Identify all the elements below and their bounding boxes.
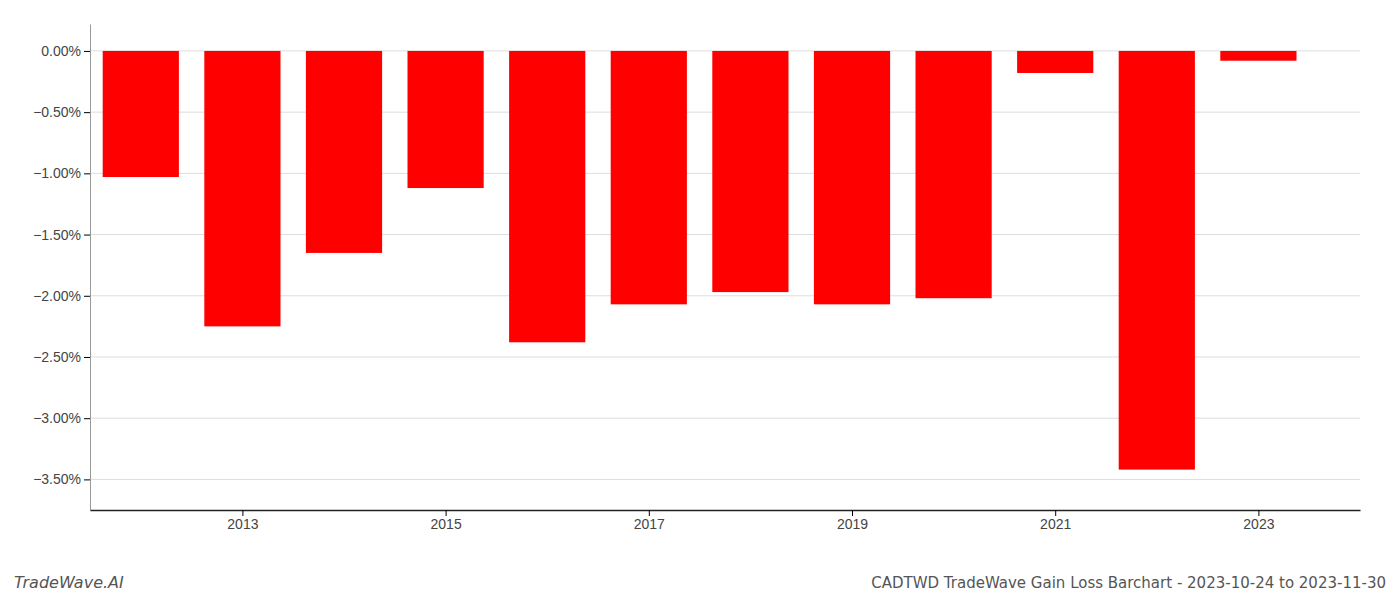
x-tick: 2013 (227, 510, 258, 532)
y-tick: −2.00% (33, 288, 90, 304)
plot-area: 0.00% −0.50% −1.00% −1.50% −2.00% −2.50% −3.00… (33, 25, 1360, 532)
y-tick-label: −1.00% (33, 165, 81, 181)
x-tick-label: 2023 (1243, 516, 1274, 532)
bar (408, 51, 484, 188)
y-tick-mark (84, 479, 90, 480)
x-tick: 2017 (634, 510, 665, 532)
x-tick-label: 2015 (431, 516, 462, 532)
y-tick: −1.50% (33, 227, 90, 243)
y-tick-mark (84, 235, 90, 236)
y-tick-label: 0.00% (41, 43, 81, 59)
y-tick: −2.50% (33, 349, 90, 365)
y-tick-label: −2.50% (33, 349, 81, 365)
y-tick-mark (84, 112, 90, 113)
y-axis: 0.00% −0.50% −1.00% −1.50% −2.00% −2.50% −3.00… (33, 25, 90, 511)
bar (712, 51, 788, 292)
x-tick: 2021 (1040, 510, 1071, 532)
y-tick-label: −2.00% (33, 288, 81, 304)
y-tick: −1.00% (33, 165, 90, 181)
y-tick: −3.00% (33, 410, 90, 426)
x-axis: 2013 2015 2017 2019 2021 2023 (91, 510, 1361, 532)
title: CADTWD TradeWave Gain Loss Barchart - 20… (871, 574, 1386, 592)
x-tick-label: 2019 (837, 516, 868, 532)
x-tick: 2019 (837, 510, 868, 532)
y-tick-label: −3.50% (33, 471, 81, 487)
y-tick-mark (84, 418, 90, 419)
y-tick: −3.50% (33, 471, 90, 487)
x-axis-line (91, 510, 1361, 512)
y-tick-label: −0.50% (33, 104, 81, 120)
y-tick-mark (84, 296, 90, 297)
bar (611, 51, 687, 304)
watermark: TradeWave.AI (14, 573, 124, 592)
y-tick: 0.00% (41, 43, 90, 59)
bar (916, 51, 992, 298)
bar (103, 51, 179, 177)
y-axis-line (90, 25, 91, 511)
bar (1220, 51, 1296, 61)
y-tick-label: −3.00% (33, 410, 81, 426)
x-tick: 2015 (431, 510, 462, 532)
x-tick-label: 2021 (1040, 516, 1071, 532)
x-tick-label: 2013 (227, 516, 258, 532)
grid (90, 51, 1360, 479)
chart-svg: 0.00% −0.50% −1.00% −1.50% −2.00% −2.50% −3.00… (0, 0, 1400, 600)
y-tick-mark (84, 357, 90, 358)
bar (306, 51, 382, 253)
bar (509, 51, 585, 342)
y-tick: −0.50% (33, 104, 90, 120)
bar (1119, 51, 1195, 470)
x-tick: 2023 (1243, 510, 1274, 532)
y-tick-mark (84, 51, 90, 52)
bars (103, 51, 1297, 470)
bar (204, 51, 280, 326)
bar (1017, 51, 1093, 73)
y-tick-mark (84, 173, 90, 174)
y-tick-label: −1.50% (33, 227, 81, 243)
bar (814, 51, 890, 304)
grid-line (90, 479, 1360, 480)
x-tick-label: 2017 (634, 516, 665, 532)
